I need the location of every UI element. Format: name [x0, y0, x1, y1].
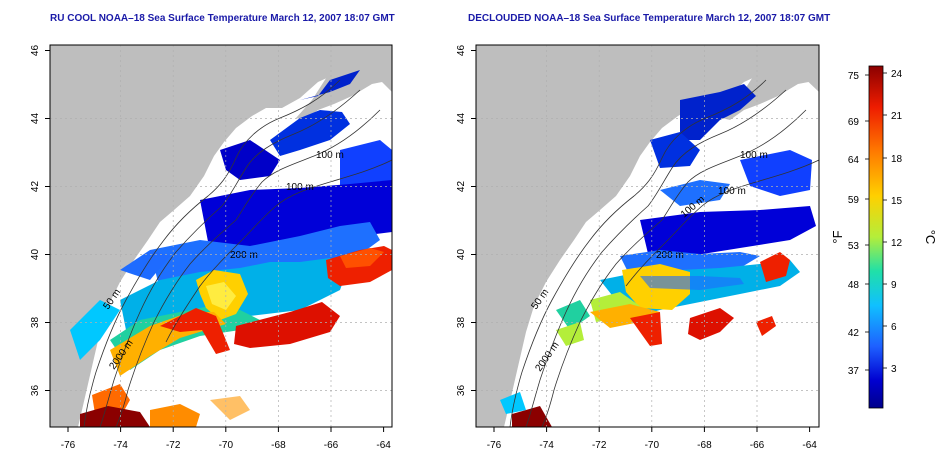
temperature-colorbar: 75 69 64 59 53 48 42 37 24 21 18 15 12 9…	[830, 65, 938, 409]
celsius-tick-label: 21	[891, 111, 903, 122]
x-axis	[493, 427, 811, 432]
celsius-tick-label: 3	[891, 364, 897, 375]
celsius-tick-label: 24	[891, 69, 903, 80]
y-tick-label: 46	[30, 45, 41, 57]
y-tick-label: 38	[30, 317, 41, 329]
x-tick-label: -74	[539, 440, 554, 451]
x-tick-label: -72	[592, 440, 607, 451]
y-tick-label: 40	[456, 249, 467, 261]
fahrenheit-tick-label: 37	[848, 366, 860, 377]
bathymetry-contours	[83, 79, 392, 427]
y-axis	[471, 50, 476, 391]
x-tick-label: -64	[376, 440, 391, 451]
y-tick-label: 42	[456, 181, 467, 193]
fahrenheit-tick-label: 64	[848, 155, 860, 166]
land-mass	[476, 45, 819, 427]
celsius-unit-label: °C	[923, 230, 938, 245]
x-tick-label: -64	[802, 440, 817, 451]
x-tick-label: -68	[697, 440, 712, 451]
y-tick-label: 46	[456, 45, 467, 57]
contour-label: 100 m	[286, 182, 314, 193]
x-axis	[67, 427, 385, 432]
x-tick-label: -76	[487, 440, 502, 451]
right-map-title: DECLOUDED NOAA–18 Sea Surface Temperatur…	[468, 13, 831, 24]
map-frame	[49, 44, 393, 428]
fahrenheit-tick-label: 69	[848, 117, 860, 128]
left-map-title: RU COOL NOAA–18 Sea Surface Temperature …	[50, 13, 395, 24]
celsius-tick-label: 15	[891, 196, 903, 207]
celsius-tick-label: 18	[891, 154, 903, 165]
x-tick-label: -72	[166, 440, 181, 451]
contour-label: 200 m	[656, 250, 684, 261]
celsius-tick-label: 12	[891, 238, 903, 249]
fahrenheit-tick-label: 53	[848, 241, 860, 252]
contour-label: 100 m	[740, 150, 768, 161]
y-tick-label: 38	[456, 317, 467, 329]
y-axis	[45, 50, 50, 391]
x-tick-label: -68	[271, 440, 286, 451]
right-sst-map: 100 m 100 m 100 m 200 m 50 m 2000 m	[456, 44, 820, 451]
colorbar-ticks-left	[865, 74, 869, 371]
y-tick-label: 42	[30, 181, 41, 193]
colorbar-gradient	[868, 65, 884, 409]
fahrenheit-tick-label: 48	[848, 280, 860, 291]
x-tick-label: -70	[219, 440, 234, 451]
left-sst-map: 100 m 100 m 200 m 50 m 2000 m	[30, 44, 393, 451]
sst-field	[500, 84, 816, 427]
fahrenheit-tick-label: 42	[848, 328, 860, 339]
fahrenheit-unit-label: °F	[830, 230, 845, 243]
y-tick-label: 44	[456, 113, 467, 125]
colorbar-ticks-right	[883, 72, 887, 369]
y-tick-label: 40	[30, 249, 41, 261]
gridlines	[476, 45, 819, 427]
celsius-tick-label: 6	[891, 322, 897, 333]
y-tick-label: 36	[30, 385, 41, 397]
y-tick-label: 36	[456, 385, 467, 397]
map-frame	[475, 44, 820, 428]
contour-label: 200 m	[230, 250, 258, 261]
x-tick-label: -66	[750, 440, 765, 451]
x-tick-label: -70	[645, 440, 660, 451]
fahrenheit-tick-label: 59	[848, 195, 860, 206]
x-tick-label: -66	[324, 440, 339, 451]
x-tick-label: -74	[113, 440, 128, 451]
celsius-tick-label: 9	[891, 280, 897, 291]
bathymetry-contours	[509, 79, 819, 427]
gridlines	[50, 45, 392, 427]
contour-label: 100 m	[718, 186, 746, 197]
contour-label: 100 m	[316, 150, 344, 161]
y-tick-label: 44	[30, 113, 41, 125]
land-mass	[50, 45, 392, 427]
x-tick-label: -76	[61, 440, 76, 451]
fahrenheit-tick-label: 75	[848, 71, 860, 82]
